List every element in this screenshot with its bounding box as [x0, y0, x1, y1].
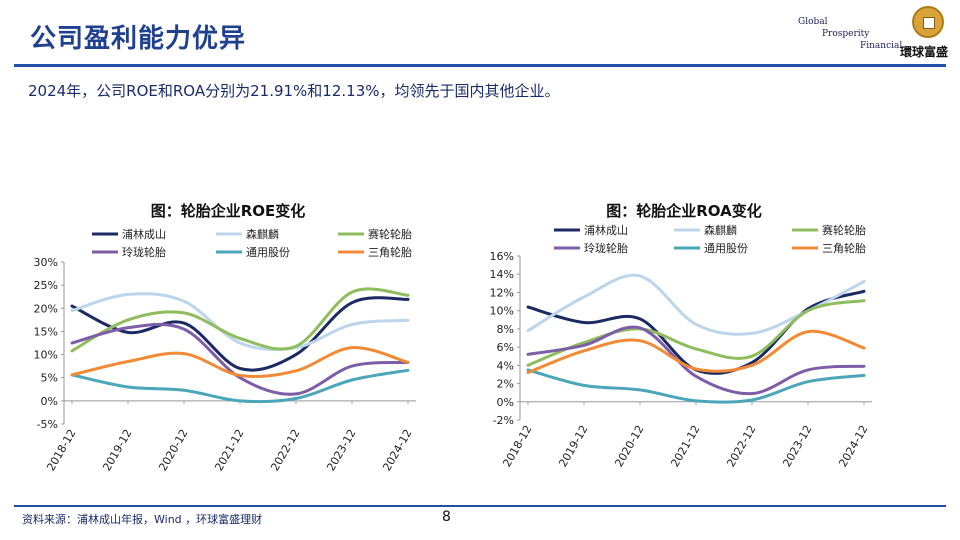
legend-label: 玲珑轮胎: [584, 241, 628, 255]
y-tick-label: 15%: [34, 325, 58, 338]
legend-label: 森麒麟: [246, 227, 279, 241]
legend-label: 森麒麟: [704, 223, 737, 237]
coin-logo-icon: [912, 6, 944, 38]
legend-label: 浦林成山: [122, 227, 166, 241]
legend-label: 赛轮轮胎: [822, 223, 866, 237]
y-tick-label: 10%: [34, 349, 58, 362]
y-tick-label: 2%: [497, 378, 514, 391]
x-tick-label: 2022-12: [268, 427, 302, 473]
page-title: 公司盈利能力优异: [30, 24, 247, 54]
y-tick-label: 0%: [497, 396, 514, 409]
series-line-4: [526, 325, 866, 396]
series-line-5: [70, 368, 410, 404]
series-line-5: [526, 368, 866, 404]
series-line-6: [526, 329, 866, 375]
legend-label: 赛轮轮胎: [368, 227, 412, 241]
x-tick-label: 2020-12: [156, 427, 190, 473]
header-divider: [14, 64, 946, 67]
y-tick-label: 6%: [497, 341, 514, 354]
x-tick-label: 2023-12: [324, 427, 358, 473]
x-tick-label: 2018-12: [44, 427, 78, 473]
series-line-1: [70, 296, 410, 372]
y-tick-label: 16%: [490, 250, 514, 263]
page-number: 8: [442, 509, 451, 525]
x-tick-label: 2019-12: [100, 427, 134, 473]
x-tick-label: 2020-12: [612, 423, 646, 469]
roe-chart-svg: -5% 0% 5% 10% 15% 20% 25% 30% 2018-12 2019-12 2020…: [34, 227, 416, 473]
roe-chart: 图：轮胎企业ROE变化 -5% 0% 5% 10% 15% 20% 25% 30% 2018-1…: [28, 200, 428, 490]
x-tick-label: 2022-12: [724, 423, 758, 469]
x-tick-label: 2021-12: [668, 423, 702, 469]
series-line-2: [70, 292, 410, 352]
y-tick-label: -2%: [493, 414, 514, 427]
y-tick-label: 4%: [497, 359, 514, 372]
y-tick-label: 0%: [41, 395, 58, 408]
legend-label: 浦林成山: [584, 223, 628, 237]
series-line-3: [526, 299, 866, 367]
y-tick-label: -5%: [37, 418, 58, 431]
legend-label: 三角轮胎: [822, 241, 866, 255]
summary-text: 2024年，公司ROE和ROA分别为21.91%和12.13%，均领先于国内其他…: [28, 82, 560, 100]
roa-chart-title: 图：轮胎企业ROA变化: [606, 202, 762, 220]
series-line-6: [70, 346, 410, 379]
logo-chinese-name: 環球富盛: [899, 45, 948, 59]
x-tick-label: 2024-12: [380, 427, 414, 473]
company-logo: Global Prosperity Financial 環球富盛: [798, 4, 948, 62]
x-tick-label: 2021-12: [212, 427, 246, 473]
y-tick-label: 5%: [41, 372, 58, 385]
y-tick-label: 10%: [490, 305, 514, 318]
roa-chart: 图：轮胎企业ROA变化 -2% 0% 2% 4% 6% 8% 10% 12% 14% 16% 201…: [484, 200, 884, 490]
y-tick-label: 20%: [34, 302, 58, 315]
roa-chart-svg: -2% 0% 2% 4% 6% 8% 10% 12% 14% 16% 2018-12 2019-12 2…: [490, 223, 872, 469]
footer-divider: [14, 505, 946, 507]
x-tick-label: 2024-12: [836, 423, 870, 469]
x-tick-label: 2019-12: [556, 423, 590, 469]
legend-label: 三角轮胎: [368, 245, 412, 259]
y-tick-label: 8%: [497, 323, 514, 336]
y-tick-label: 30%: [34, 256, 58, 269]
legend-label: 通用股份: [704, 242, 748, 255]
legend-label: 玲珑轮胎: [122, 245, 166, 259]
roe-chart-title: 图：轮胎企业ROE变化: [150, 202, 306, 220]
y-tick-label: 25%: [34, 279, 58, 292]
series-line-4: [70, 322, 410, 396]
x-tick-label: 2018-12: [500, 423, 534, 469]
y-tick-label: 14%: [490, 268, 514, 281]
y-tick-label: 12%: [490, 286, 514, 299]
logo-english-name: Global Prosperity Financial: [798, 17, 903, 51]
source-note: 资料来源：浦林成山年报，Wind ，环球富盛理财: [22, 513, 263, 526]
x-tick-label: 2023-12: [780, 423, 814, 469]
series-line-3: [70, 287, 410, 353]
legend-label: 通用股份: [246, 246, 290, 259]
